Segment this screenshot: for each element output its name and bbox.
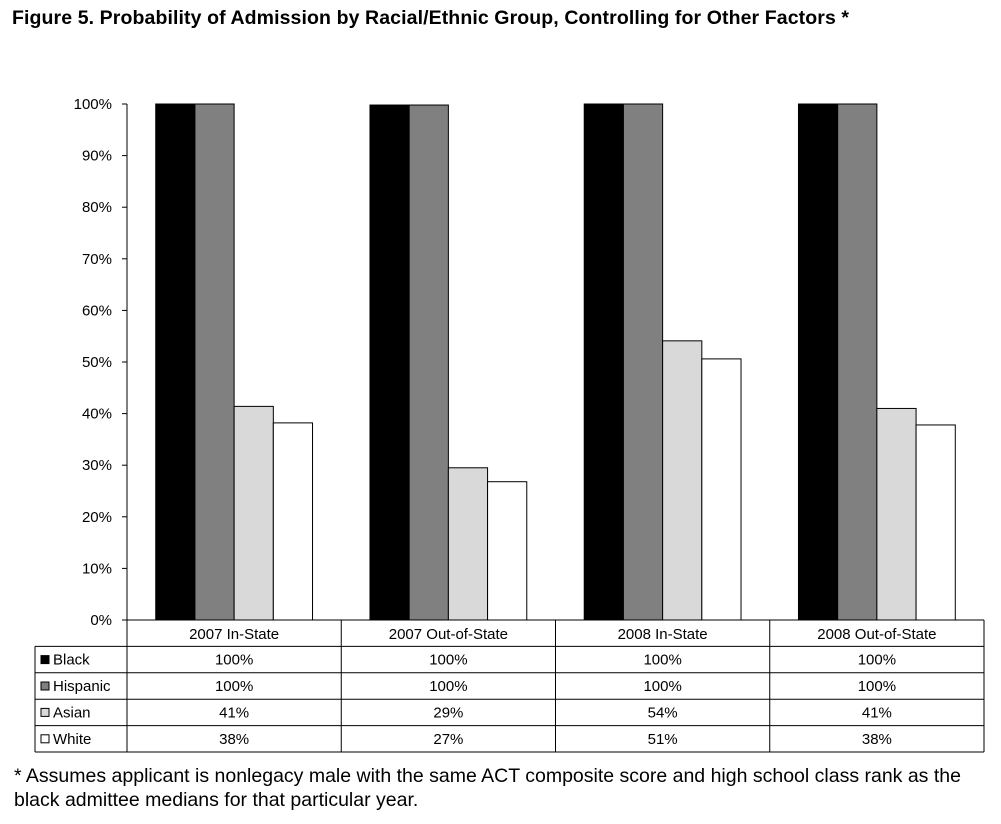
bar bbox=[583, 103, 624, 621]
category-label: 2008 In-State bbox=[618, 626, 708, 643]
bar bbox=[272, 422, 314, 621]
legend-key bbox=[40, 734, 50, 744]
y-tick-label: 50% bbox=[82, 354, 112, 371]
data-label: 54% bbox=[648, 704, 678, 721]
category-label: 2008 Out-of-State bbox=[817, 626, 936, 643]
bar bbox=[837, 103, 878, 621]
data-label: 100% bbox=[429, 678, 467, 695]
data-label: 100% bbox=[643, 652, 681, 669]
data-label: 27% bbox=[433, 731, 463, 748]
data-label: 100% bbox=[858, 652, 896, 669]
bar-chart: 0% 10% 20% 30% 40% 50% 60% 70% 80% 90% 100% 2007 In… bbox=[34, 96, 985, 753]
legend-label: White bbox=[53, 731, 91, 748]
legend-label: Black bbox=[53, 652, 90, 669]
y-tick-label: 90% bbox=[82, 148, 112, 165]
bar bbox=[155, 103, 196, 621]
data-label: 38% bbox=[862, 731, 892, 748]
y-tick-label: 10% bbox=[82, 560, 112, 577]
bar bbox=[701, 358, 742, 621]
category-label: 2007 Out-of-State bbox=[389, 626, 508, 643]
bar bbox=[876, 407, 917, 621]
data-label: 100% bbox=[643, 678, 681, 695]
bar bbox=[797, 103, 839, 621]
legend-key bbox=[40, 707, 50, 717]
y-tick-label: 70% bbox=[82, 251, 112, 268]
bar bbox=[233, 405, 274, 621]
bar bbox=[447, 467, 489, 621]
y-tick-label: 20% bbox=[82, 509, 112, 526]
legend-key bbox=[40, 681, 50, 691]
legend-label: Hispanic bbox=[53, 678, 111, 695]
legend-key bbox=[40, 655, 50, 665]
y-tick-label: 80% bbox=[82, 199, 112, 216]
bar bbox=[622, 103, 664, 621]
legend-label: Asian bbox=[53, 704, 91, 721]
bar bbox=[662, 340, 703, 621]
data-label: 100% bbox=[429, 652, 467, 669]
data-label: 38% bbox=[219, 731, 249, 748]
data-label: 100% bbox=[215, 652, 253, 669]
data-label: 41% bbox=[219, 704, 249, 721]
data-label: 100% bbox=[215, 678, 253, 695]
y-tick-label: 100% bbox=[74, 96, 112, 113]
category-label: 2007 In-State bbox=[189, 626, 279, 643]
y-tick-label: 30% bbox=[82, 457, 112, 474]
bar bbox=[194, 103, 235, 621]
bar bbox=[369, 104, 410, 621]
y-tick-label: 0% bbox=[90, 612, 112, 629]
y-tick-label: 40% bbox=[82, 406, 112, 423]
data-label: 51% bbox=[648, 731, 678, 748]
bar bbox=[915, 424, 956, 621]
bar bbox=[487, 481, 528, 621]
chart-footnote: * Assumes applicant is nonlegacy male wi… bbox=[14, 765, 961, 811]
chart-title: Figure 5. Probability of Admission by Ra… bbox=[12, 7, 850, 29]
bar bbox=[408, 104, 449, 621]
data-label: 29% bbox=[433, 704, 463, 721]
y-tick-label: 60% bbox=[82, 302, 112, 319]
data-label: 41% bbox=[862, 704, 892, 721]
data-label: 100% bbox=[858, 678, 896, 695]
